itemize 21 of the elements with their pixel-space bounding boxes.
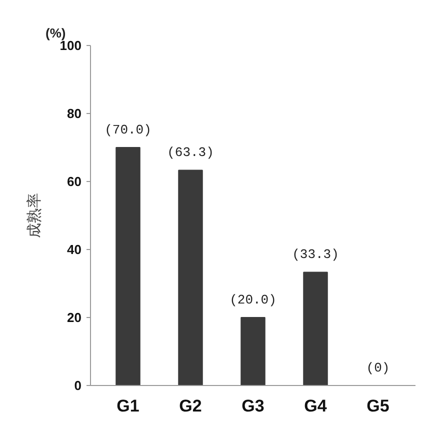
- text: (%): [46, 26, 66, 40]
- data-label: (63.3): [167, 145, 214, 160]
- x-tick-label: G1: [116, 396, 140, 416]
- bar: [240, 317, 266, 386]
- y-tick-label: 60: [67, 174, 82, 189]
- x-tick-label: G4: [304, 396, 328, 416]
- y-tick-label: 20: [67, 310, 82, 325]
- y-tick-label: 80: [67, 106, 82, 121]
- y-axis-title: 成熟率: [24, 193, 43, 238]
- x-tick-label: G3: [242, 396, 264, 416]
- x-tick-label: G2: [179, 396, 202, 416]
- data-label: (70.0): [104, 122, 152, 138]
- y-tick-label: 40: [67, 242, 82, 257]
- data-label: (33.3): [292, 247, 339, 262]
- y-tick-label: 0: [74, 378, 82, 393]
- data-label: (0): [366, 360, 390, 376]
- bar: [178, 170, 203, 386]
- x-tick-label: G5: [366, 396, 390, 416]
- bar: [116, 147, 140, 386]
- data-label: (20.0): [230, 292, 276, 308]
- bar: [303, 272, 328, 386]
